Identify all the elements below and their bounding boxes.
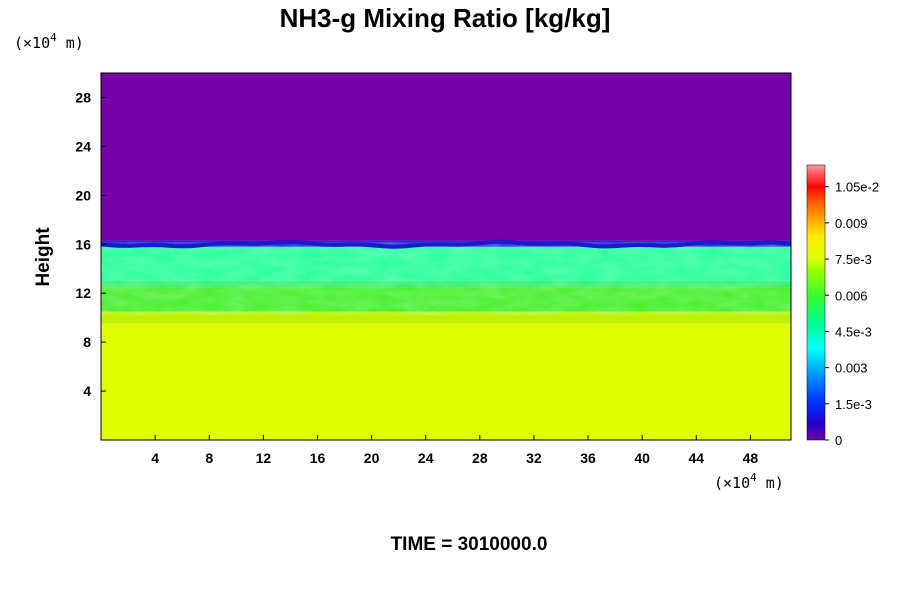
x-tick-label: 28 [472,450,488,466]
colorbar-tick-label: 0 [835,433,842,448]
colorbar-tick-label: 1.5e-3 [835,397,872,412]
x-tick-label: 8 [205,450,213,466]
colorbar-tick-label: 0.009 [835,216,868,231]
layer-band-0 [101,323,791,440]
y-tick-label: 24 [75,138,91,154]
layer-band-6 [101,73,791,241]
y-tick-label: 12 [75,285,91,301]
y-axis-label: Height [33,227,54,287]
colorbar [806,164,826,441]
x-tick-label: 32 [526,450,542,466]
x-tick-label: 44 [689,450,705,466]
y-tick-label: 8 [83,334,91,350]
x-unit-label: (×104 m) [714,471,784,492]
colorbar-tick-label: 7.5e-3 [835,252,872,267]
colorbar-tick-label: 1.05e-2 [835,180,879,195]
x-tick-label: 36 [580,450,596,466]
chart-title: NH3-g Mixing Ratio [kg/kg] [280,3,611,33]
plot-texture [101,241,791,316]
colorbar-ticks: 0 1.5e-3 0.003 4.5e-3 0.006 7.5e-3 0.009 1.05e-… [825,180,879,448]
x-tick-label: 16 [310,450,326,466]
x-tick-label: 24 [418,450,434,466]
y-tick-label: 4 [83,383,91,399]
x-axis-ticks: 4 8 12 16 20 24 28 32 36 40 44 48 [151,435,758,466]
y-tick-label: 20 [75,187,91,203]
colorbar-tick-label: 0.006 [835,288,868,303]
y-tick-label: 16 [75,236,91,252]
colorbar-tick-label: 4.5e-3 [835,324,872,339]
x-tick-label: 12 [256,450,272,466]
x-tick-label: 4 [151,450,159,466]
colorbar-tick-label: 0.003 [835,361,868,376]
plot-frame [100,72,792,441]
time-footer: TIME = 3010000.0 [391,534,548,555]
x-tick-label: 20 [364,450,380,466]
y-tick-label: 28 [75,89,91,105]
y-unit-label: (×104 m) [14,31,84,52]
y-axis-ticks: 4 8 12 16 20 24 28 [75,89,106,399]
x-tick-label: 48 [743,450,759,466]
x-tick-label: 40 [634,450,650,466]
boundary-line [100,239,792,249]
